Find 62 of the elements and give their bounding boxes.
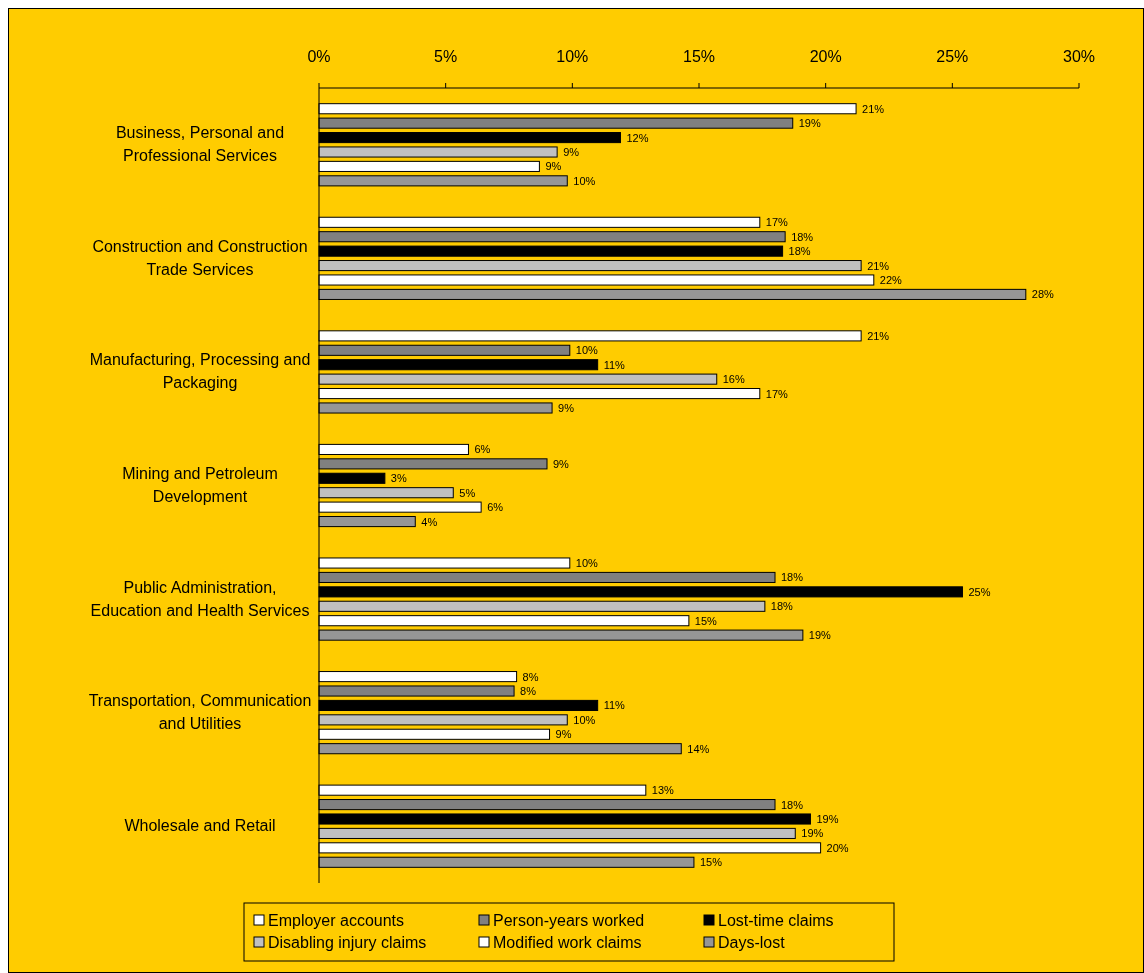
data-label: 10%: [575, 344, 599, 357]
data-label: 9%: [545, 160, 562, 173]
legend-label: Disabling injury claims: [268, 934, 427, 951]
legend-label: Modified work claims: [493, 934, 642, 951]
data-label: 11%: [603, 699, 626, 712]
data-label: 16%: [722, 373, 745, 386]
data-label: 4%: [421, 515, 438, 528]
x-tick-label: 15%: [682, 48, 716, 65]
data-label: 8%: [522, 670, 539, 683]
data-label: 12%: [626, 131, 649, 144]
y-tick-label: Wholesale and Retail: [124, 817, 276, 835]
y-tick-label: Transportation, Communication and Utilities: [88, 692, 312, 733]
data-label: 22%: [879, 273, 903, 286]
data-label: 19%: [816, 813, 839, 825]
y-tick-label: Manufacturing, Processing and Packaging: [89, 351, 311, 392]
data-label: 18%: [788, 245, 811, 258]
data-label: 8%: [520, 685, 537, 698]
data-label: 21%: [862, 102, 885, 115]
y-tick-label: Business, Personal and Professional Services: [115, 124, 285, 165]
data-label: 10%: [575, 557, 599, 570]
data-label: 15%: [699, 856, 723, 869]
data-label: 3%: [390, 472, 407, 485]
data-label: 28%: [1031, 288, 1055, 301]
data-label: 15%: [694, 614, 718, 627]
x-tick-label: 5%: [434, 48, 458, 65]
data-label: 20%: [826, 841, 849, 854]
data-label: 10%: [573, 713, 596, 726]
data-label: 14%: [687, 742, 710, 755]
data-label: 19%: [808, 629, 832, 642]
data-label: 10%: [573, 174, 596, 187]
y-tick-label: Mining and Petroleum Development: [122, 465, 278, 505]
x-tick-label: 25%: [936, 48, 969, 65]
x-tick-label: 20%: [809, 48, 842, 65]
legend-label: Lost-time claims: [718, 912, 834, 929]
legend-label: Employer accounts: [268, 912, 405, 929]
data-label: 6%: [474, 443, 491, 456]
data-label: 18%: [791, 230, 814, 243]
x-tick-label: 30%: [1062, 48, 1096, 65]
data-label: 17%: [765, 216, 789, 229]
data-label: 13%: [651, 784, 675, 797]
data-label: 19%: [798, 117, 821, 130]
data-label: 25%: [968, 585, 991, 598]
data-label: 17%: [765, 387, 789, 400]
data-label: 5%: [459, 486, 476, 499]
data-label: 21%: [867, 259, 890, 272]
data-label: 6%: [487, 501, 504, 514]
data-label: 18%: [770, 600, 794, 613]
data-label: 9%: [555, 728, 572, 741]
data-label: 11%: [603, 358, 626, 371]
y-tick-label: Construction and Construction Trade Services: [92, 237, 308, 278]
y-tick-label: Public Administration, Education and Health Services: [90, 578, 310, 619]
data-label: 9%: [563, 146, 580, 158]
data-label: 18%: [781, 798, 804, 811]
data-label: 9%: [553, 457, 570, 470]
x-tick-label: 0%: [307, 48, 331, 65]
x-tick-label: 10%: [556, 48, 589, 65]
data-label: 9%: [558, 401, 575, 414]
data-label: 18%: [781, 571, 804, 584]
legend-label: Days-lost: [718, 934, 786, 951]
data-label: 21%: [867, 329, 890, 342]
data-label: 19%: [801, 827, 824, 840]
legend-label: Person-years worked: [493, 912, 645, 929]
